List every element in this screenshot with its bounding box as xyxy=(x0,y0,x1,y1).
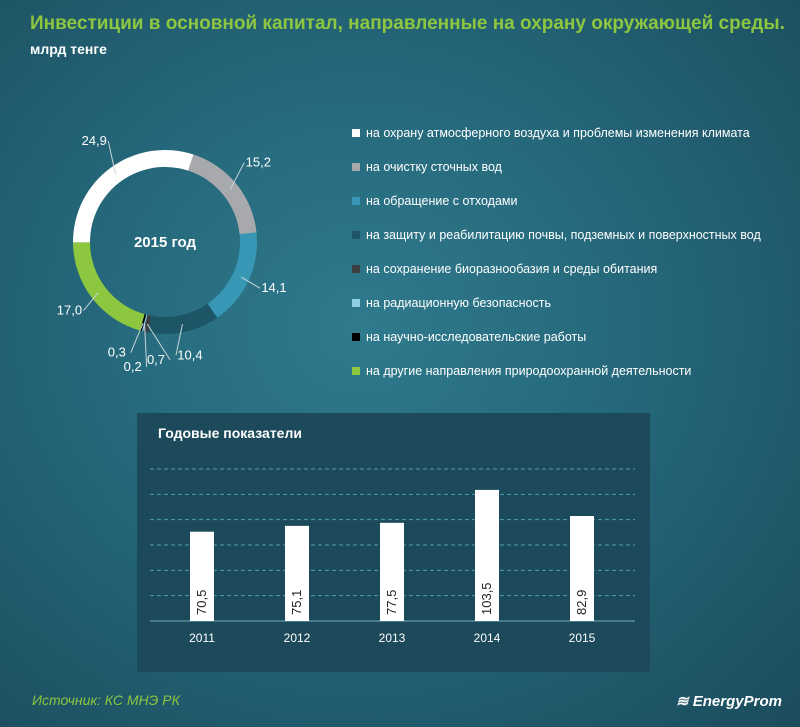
energyprom-logo: ≋ EnergyProm xyxy=(676,693,782,710)
bar-value-label: 82,9 xyxy=(574,590,589,615)
leader-line xyxy=(175,324,183,356)
legend-swatch xyxy=(352,197,360,205)
donut-value-label: 0,2 xyxy=(124,359,142,374)
unit-label: млрд тенге xyxy=(30,41,107,57)
donut-legend: на охрану атмосферного воздуха и проблем… xyxy=(352,126,782,398)
donut-value-label: 0,7 xyxy=(147,352,165,367)
donut-value-label: 17,0 xyxy=(57,303,82,318)
donut-slice xyxy=(207,232,257,318)
legend-label: на другие направления природоохранной де… xyxy=(366,364,692,378)
bar-value-label: 75,1 xyxy=(289,590,304,615)
leader-line xyxy=(146,323,171,361)
legend-swatch xyxy=(352,333,360,341)
donut-value-label: 14,1 xyxy=(261,280,286,295)
legend-swatch xyxy=(352,231,360,239)
legend-label: на радиационную безопасность xyxy=(366,296,552,310)
legend-item: на другие направления природоохранной де… xyxy=(352,364,782,398)
leader-line xyxy=(229,162,245,190)
donut-value-label: 10,4 xyxy=(177,347,202,362)
legend-swatch xyxy=(352,129,360,137)
donut-slice xyxy=(188,154,257,235)
legend-label: на обращение с отходами xyxy=(366,194,518,208)
bar-chart-title: Годовые показатели xyxy=(158,425,302,441)
legend-item: на научно-исследовательские работы xyxy=(352,330,782,364)
x-tick-label: 2015 xyxy=(569,631,596,645)
legend-item: на обращение с отходами xyxy=(352,194,782,228)
legend-swatch xyxy=(352,163,360,171)
legend-label: на защиту и реабилитацию почвы, подземны… xyxy=(366,228,761,242)
legend-item: на очистку сточных вод xyxy=(352,160,782,194)
leader-line xyxy=(241,276,261,289)
source-note: Источник: КС МНЭ РК xyxy=(32,692,180,708)
donut-slice xyxy=(73,150,194,243)
legend-item: на сохранение биоразнообазия и среды оби… xyxy=(352,262,782,296)
legend-label: на очистку сточных вод xyxy=(366,160,502,174)
leader-line xyxy=(130,322,144,353)
x-tick-label: 2012 xyxy=(284,631,311,645)
legend-swatch xyxy=(352,299,360,307)
donut-value-label: 0,3 xyxy=(108,345,126,360)
legend-item: на радиационную безопасность xyxy=(352,296,782,330)
legend-swatch xyxy=(352,367,360,375)
bar xyxy=(190,531,214,621)
bar-value-label: 77,5 xyxy=(384,590,399,615)
logo-text: EnergyProm xyxy=(692,693,782,710)
legend-label: на научно-исследовательские работы xyxy=(366,330,587,344)
legend-item: на защиту и реабилитацию почвы, подземны… xyxy=(352,228,782,262)
donut-value-label: 24,9 xyxy=(82,133,107,148)
x-tick-label: 2011 xyxy=(189,631,215,645)
page-title: Инвестиции в основной капитал, направлен… xyxy=(30,13,785,34)
bar-value-label: 70,5 xyxy=(194,590,209,615)
x-tick-label: 2013 xyxy=(379,631,406,645)
leader-line xyxy=(144,323,148,368)
legend-label: на охрану атмосферного воздуха и проблем… xyxy=(366,126,750,140)
leader-line xyxy=(83,292,99,311)
x-tick-label: 2014 xyxy=(474,631,501,645)
donut-slice xyxy=(141,314,148,332)
legend-swatch xyxy=(352,265,360,273)
bar xyxy=(380,522,404,621)
legend-item: на охрану атмосферного воздуха и проблем… xyxy=(352,126,782,160)
bar-value-label: 103,5 xyxy=(479,582,494,615)
leader-line xyxy=(107,140,116,175)
donut-slice xyxy=(73,242,145,331)
donut-slice xyxy=(148,303,218,334)
bar xyxy=(285,525,309,621)
donut-value-label: 15,2 xyxy=(246,155,271,170)
bar xyxy=(475,489,499,621)
legend-label: на сохранение биоразнообазия и среды оби… xyxy=(366,262,658,276)
donut-center-label: 2015 год xyxy=(134,234,197,251)
bar xyxy=(570,515,594,621)
